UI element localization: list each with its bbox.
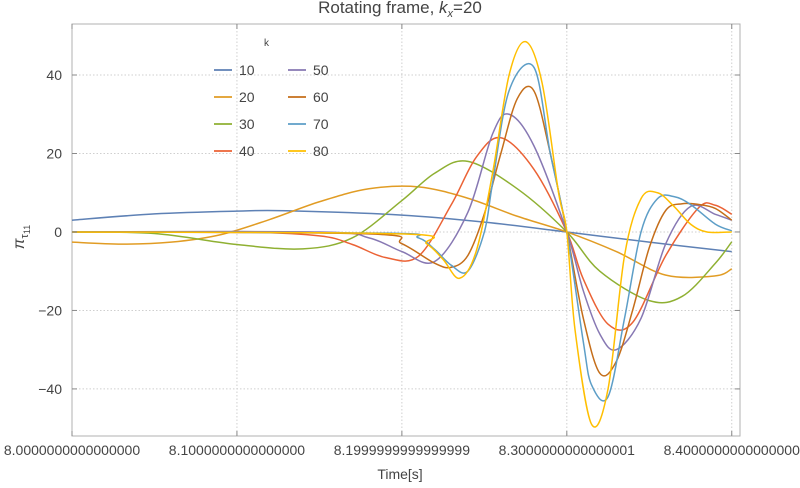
title-var: k [439,0,449,17]
legend-label-40: 40 [239,143,255,159]
series-lines [71,40,733,428]
y-tick-label: 40 [46,67,62,83]
legend-label-80: 80 [313,143,329,159]
x-tick-label: 8.0000000000000000 [4,442,140,458]
y-label-sub: τ [19,233,31,238]
title-prefix: Rotating frame, [318,0,439,17]
chart-title: Rotating frame, kx=20 [318,0,482,20]
x-axis-label: Time[s] [377,466,422,482]
legend-label-20: 20 [239,89,255,105]
plot-border [71,23,741,437]
series-line-30 [71,160,733,304]
y-axis-label: πτ11 [11,225,32,249]
series-line-10 [71,209,732,253]
y-tick-label: 20 [46,145,62,161]
grid-lines [71,24,740,436]
x-tick-label: 8.4000000000000000 [664,442,800,458]
x-tick-label: 8.1000000000000000 [169,442,305,458]
legend-label-30: 30 [239,116,255,132]
y-tick-label: −40 [38,381,62,397]
title-sub: x [447,8,454,20]
x-tick-label: 8.3000000000000001 [499,442,635,458]
legend-label-50: 50 [313,62,329,78]
y-axis-ticks: 40 20 0 −20 −40 [38,67,740,397]
legend-label-10: 10 [239,62,255,78]
title-suffix: =20 [453,0,482,17]
legend-title: k [264,38,270,49]
legend-label-60: 60 [313,89,329,105]
y-tick-label: 0 [54,224,62,240]
legend: k 10 20 30 40 50 60 70 80 [214,38,329,159]
y-label-main: π [11,238,28,249]
plot-frame [71,23,741,437]
series-line-80 [71,40,732,428]
y-label-subsub: 11 [22,225,32,234]
series-line-50 [71,113,733,351]
legend-label-70: 70 [313,116,329,132]
x-tick-label: 8.1999999999999999 [334,442,470,458]
x-axis-ticks: 8.0000000000000000 8.1000000000000000 8.19… [4,24,800,458]
y-tick-label: −20 [38,302,62,318]
series-line-40 [71,136,733,331]
